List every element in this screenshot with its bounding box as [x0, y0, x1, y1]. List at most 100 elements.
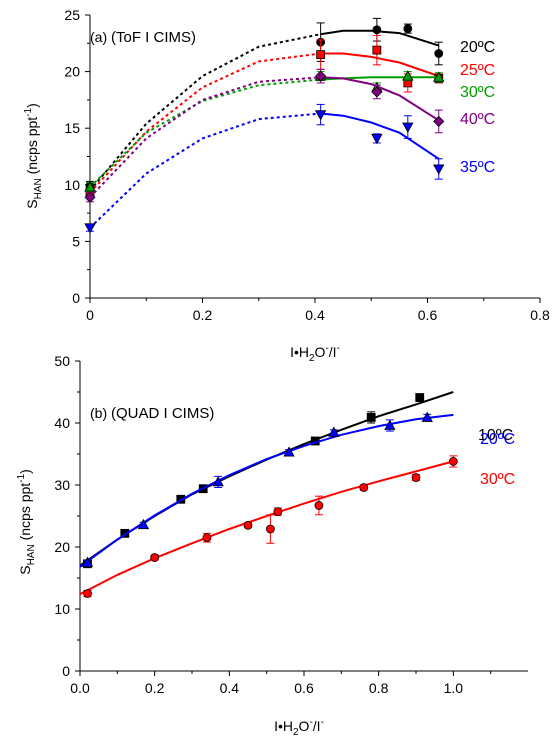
y-tick-label: 20: [54, 539, 70, 555]
data-point: [433, 164, 445, 175]
fit-line-dashed: [89, 78, 321, 188]
y-tick-label: 30: [54, 477, 70, 493]
data-point: [328, 426, 340, 437]
data-point: [314, 501, 324, 510]
y-axis-label-main: S: [17, 565, 33, 574]
data-point: [403, 24, 413, 33]
x-axis-label: I•H2O-/I-: [290, 343, 340, 364]
y-tick-label: 5: [72, 233, 80, 249]
data-point: [265, 524, 275, 534]
data-point: [411, 473, 421, 482]
y-axis-label-sup: -1: [16, 473, 27, 482]
x-axis-label-part: /I: [329, 344, 337, 360]
data-point: [384, 419, 396, 430]
data-point: [315, 70, 327, 82]
y-axis-label-sub: HAN: [33, 178, 44, 199]
data-point: [137, 518, 150, 530]
x-axis-label-sup: -: [321, 717, 324, 728]
data-point: [212, 476, 224, 487]
y-axis-label-close: ): [24, 103, 40, 108]
data-point: [83, 589, 92, 598]
y-axis-label-sub: HAN: [26, 544, 37, 565]
y-tick-label: 0: [72, 290, 80, 306]
x-tick-label: 0.6: [418, 307, 438, 323]
x-tick-label: 0: [86, 307, 94, 323]
legend-label: 20ºC: [480, 431, 515, 448]
data-point: [84, 223, 96, 234]
data-point: [150, 553, 160, 562]
fit-line-dashed: [89, 112, 321, 229]
series-2: 30ºC: [79, 455, 515, 598]
series-3: 40ºC: [84, 68, 495, 203]
legend-label: 30ºC: [480, 471, 515, 488]
fit-line-solid: [320, 52, 440, 78]
data-point: [81, 556, 94, 567]
legend-label: 10ºC: [478, 427, 513, 444]
y-axis-label-rest: (ncps ppt: [24, 117, 40, 179]
data-point: [421, 411, 433, 422]
x-axis-label-sup: -: [337, 343, 340, 354]
x-axis-label-sub: 2: [309, 353, 315, 364]
x-axis-label-sup: -: [309, 717, 312, 728]
x-tick-label: 0.4: [220, 680, 240, 696]
y-tick-label: 40: [54, 415, 70, 431]
data-point: [273, 507, 283, 517]
fit-line-dashed: [89, 33, 321, 192]
y-tick-label: 50: [54, 353, 70, 369]
x-axis-label-sup: -: [325, 343, 328, 354]
data-point: [402, 70, 414, 81]
fit-line-solid: [320, 112, 440, 160]
y-tick-label: 0: [62, 663, 70, 679]
legend-label: 20ºC: [460, 39, 495, 56]
panel-title: (ToF I CIMS): [111, 29, 196, 46]
fit-line-dashed: [89, 52, 321, 194]
data-point: [372, 25, 382, 35]
data-point: [120, 528, 130, 538]
x-tick-label: 1.0: [444, 680, 464, 696]
x-tick-label: 0.6: [294, 680, 314, 696]
x-axis-label-sub: 2: [293, 727, 299, 738]
data-point: [283, 446, 295, 457]
fit-line-solid: [79, 460, 454, 595]
legend-label: 40ºC: [460, 111, 495, 128]
fit-line-solid: [320, 76, 440, 122]
legend-label: 35ºC: [460, 159, 495, 176]
legend-label: 30ºC: [460, 84, 495, 101]
data-point: [434, 49, 444, 58]
fit-line-solid: [320, 29, 440, 47]
fit-line-solid: [79, 413, 454, 568]
y-tick-label: 20: [64, 64, 80, 80]
data-point: [316, 50, 326, 60]
y-tick-label: 15: [64, 120, 80, 136]
data-point: [371, 86, 383, 98]
data-point: [402, 122, 414, 133]
y-tick-label: 10: [64, 177, 80, 193]
x-tick-label: 0.2: [145, 680, 165, 696]
panel-label: (b) (QUAD I CIMS): [90, 405, 214, 422]
y-axis-label-sup: -1: [23, 107, 34, 116]
x-tick-label: 0.2: [193, 307, 213, 323]
x-axis-label-part: O: [299, 718, 310, 734]
data-point: [84, 191, 96, 203]
data-point: [372, 45, 382, 55]
data-point: [84, 181, 96, 192]
x-tick-label: 0.8: [369, 680, 389, 696]
series-4: 35ºC: [84, 103, 495, 234]
y-tick-label: 10: [54, 601, 70, 617]
panel-label: (a) (ToF I CIMS): [90, 29, 196, 46]
panel-title: (QUAD I CIMS): [111, 405, 214, 422]
x-axis-label: I•H2O-/I-: [274, 717, 324, 738]
x-axis-label-part: O: [315, 344, 326, 360]
x-tick-label: 0.0: [70, 680, 90, 696]
data-point: [433, 115, 445, 127]
y-axis-label-rest: (ncps ppt: [17, 483, 33, 545]
x-axis-label-part: /I: [313, 718, 321, 734]
data-point: [371, 133, 383, 145]
panel-b: 0.0 0.2 0.4 0.6 0.8 1.0 0 10 20 30 40 50 SHAN (ncps …: [16, 353, 528, 738]
x-tick-label: 0.4: [305, 307, 325, 323]
data-point: [415, 393, 425, 402]
data-point: [433, 71, 445, 82]
y-axis-label-close: ): [17, 469, 33, 474]
